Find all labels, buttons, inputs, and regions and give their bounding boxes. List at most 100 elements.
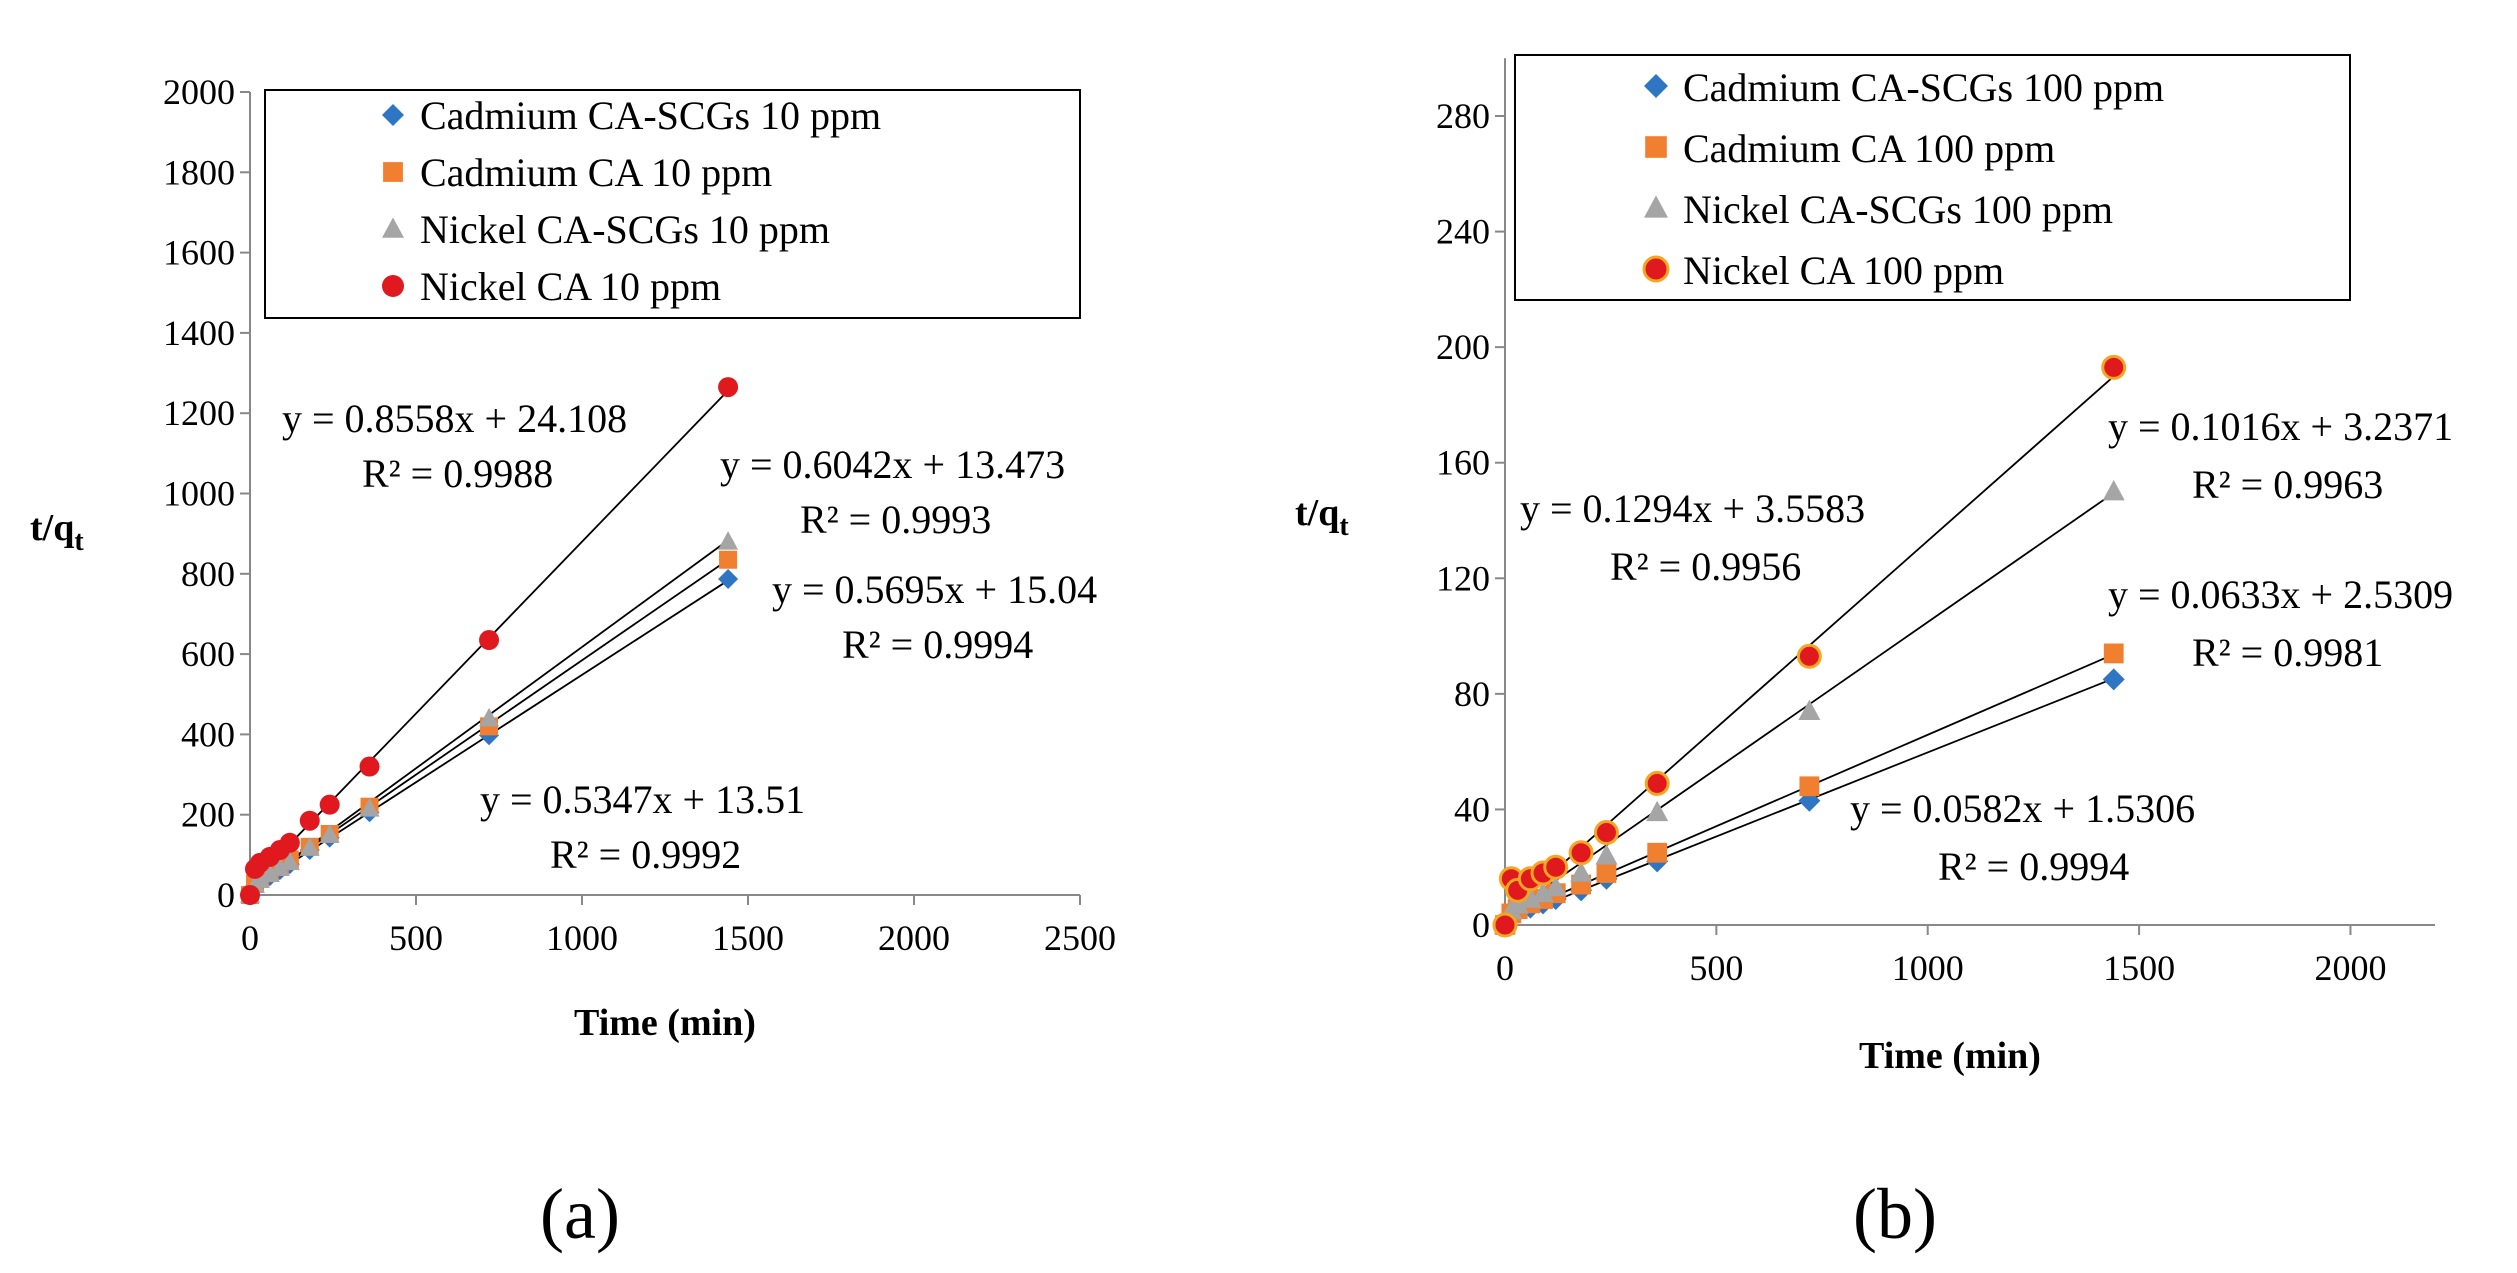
x-tick-label: 1500 (712, 918, 784, 958)
y-axis-title-a: t/qt (30, 507, 84, 557)
y-tick-label: 200 (1436, 327, 1490, 367)
data-point (1543, 854, 1569, 880)
data-point (718, 531, 739, 550)
x-tick-label: 2500 (1044, 918, 1116, 958)
legend-label-b-0: Cadmium CA-SCGs 100 ppm (1683, 65, 2164, 110)
data-point (1568, 840, 1594, 866)
data-point (279, 832, 300, 853)
y-tick-label: 0 (217, 875, 235, 915)
data-point (279, 851, 300, 871)
x-tick-label: 2000 (878, 918, 950, 958)
y-tick-label: 1200 (163, 393, 235, 433)
legend-label-a-0: Cadmium CA-SCGs 10 ppm (420, 93, 881, 138)
legend-marker (1644, 195, 1668, 218)
y-tick-label: 1800 (163, 152, 235, 192)
equation-label-b-cadmium-cascgs: y = 0.0582x + 1.5306 (1850, 786, 2195, 831)
x-axis-title-a: Time (min) (574, 1002, 756, 1044)
legend-label-a-3: Nickel CA 10 ppm (420, 264, 721, 309)
data-point (319, 824, 340, 843)
data-point (1544, 875, 1567, 897)
y-tick-label: 1600 (163, 233, 235, 273)
data-point (259, 863, 280, 883)
legend-marker (382, 104, 404, 126)
data-point (240, 885, 260, 905)
y-axis-title-b: t/qt (1295, 492, 1349, 542)
y-tick-label: 120 (1436, 558, 1490, 598)
y-tick-label: 800 (181, 554, 235, 594)
data-point (2103, 643, 2124, 664)
equation-label-a-cadmium-cascgs: y = 0.5347x + 13.51 (480, 777, 805, 822)
legend-a: Cadmium CA-SCGs 10 ppm Cadmium CA 10 ppm… (264, 89, 1081, 319)
data-point (2102, 668, 2125, 691)
data-point (1647, 842, 1668, 863)
data-point (479, 707, 500, 727)
x-axis-title-b: Time (min) (1859, 1035, 2041, 1077)
legend-label-a-1: Cadmium CA 10 ppm (420, 150, 772, 195)
data-point (299, 810, 320, 831)
r2-label-b-nickel-ca: R² = 0.9956 (1610, 544, 1801, 589)
equation-label-a-cadmium-ca: y = 0.5695x + 15.04 (772, 567, 1097, 612)
data-point (1596, 863, 1617, 883)
legend-marker (382, 217, 404, 238)
x-tick-label: 1000 (1892, 948, 1964, 988)
x-tick-label: 500 (1689, 948, 1743, 988)
y-tick-label: 400 (181, 714, 235, 754)
r2-label-a-nickel-ca: R² = 0.9988 (362, 451, 553, 496)
y-axis-title-main-b: t/q (1295, 492, 1339, 534)
y-tick-label: 200 (181, 795, 235, 835)
y-tick-label: 280 (1436, 96, 1490, 136)
data-point (1532, 881, 1555, 903)
r2-label-a-cadmium-cascgs: R² = 0.9992 (550, 832, 741, 877)
data-point (1492, 912, 1518, 938)
legend-marker (1642, 255, 1670, 283)
data-point (479, 630, 500, 651)
data-point (269, 857, 290, 876)
tick-labels-a: 0 200 400 600 800 1000 1200 1400 1600 1800 2000 0 50… (163, 72, 1116, 958)
data-point (1595, 844, 1618, 865)
data-point (719, 550, 738, 569)
y-tick-label: 600 (181, 634, 235, 674)
data-point (359, 756, 380, 777)
legend-marker (1644, 74, 1668, 98)
data-point (1570, 861, 1593, 882)
data-point (359, 798, 380, 817)
legend-b: Cadmium CA-SCGs 100 ppm Cadmium CA 100 p… (1514, 54, 2351, 301)
r2-label-b-cadmium-cascgs: R² = 0.9994 (1938, 844, 2129, 889)
legend-markers-b (1642, 74, 1670, 283)
equation-label-a-nickel-ca: y = 0.8558x + 24.108 (282, 396, 627, 441)
x-tick-label: 500 (389, 918, 443, 958)
data-point (319, 794, 340, 815)
r2-label-b-nickel-cascgs: R² = 0.9963 (2192, 462, 2383, 507)
y-axis-title-sub-b: t (1339, 511, 1349, 542)
x-tick-label: 2000 (2314, 948, 2386, 988)
legend-label-a-2: Nickel CA-SCGs 10 ppm (420, 207, 830, 252)
data-point (1519, 887, 1542, 908)
x-tick-label: 0 (1496, 948, 1514, 988)
data-point (299, 837, 320, 856)
equation-label-b-nickel-ca: y = 0.1294x + 3.5583 (1520, 486, 1865, 531)
chart-panel-a: 0 200 400 600 800 1000 1200 1400 1600 1800 2000 0 50… (30, 72, 1116, 1254)
x-tick-label: 1000 (546, 918, 618, 958)
data-point (1593, 820, 1619, 846)
y-tick-label: 0 (1472, 905, 1490, 945)
data-point (718, 377, 739, 398)
x-tick-label: 1500 (2103, 948, 2175, 988)
y-tick-label: 240 (1436, 212, 1490, 252)
legend-label-b-2: Nickel CA-SCGs 100 ppm (1683, 187, 2113, 232)
equation-label-b-cadmium-ca: y = 0.0633x + 2.5309 (2108, 572, 2453, 617)
equation-label-b-nickel-cascgs: y = 0.1016x + 3.2371 (2108, 404, 2453, 449)
data-point (1798, 699, 1821, 720)
y-axis-title-main-a: t/q (30, 507, 74, 549)
data-point (1799, 776, 1820, 797)
data-point (1644, 770, 1670, 796)
tick-labels-b: 0 40 80 120 160 200 240 280 0 500 1000 1500 2000 (1436, 96, 2386, 988)
data-point (1796, 643, 1822, 669)
panel-label-b: (b) (1853, 1174, 1937, 1254)
y-tick-label: 160 (1436, 443, 1490, 483)
data-point (1506, 893, 1529, 914)
y-tick-label: 40 (1454, 789, 1490, 829)
data-point (2102, 480, 2125, 501)
y-tick-label: 1400 (163, 313, 235, 353)
data-points-b (1492, 354, 2127, 938)
